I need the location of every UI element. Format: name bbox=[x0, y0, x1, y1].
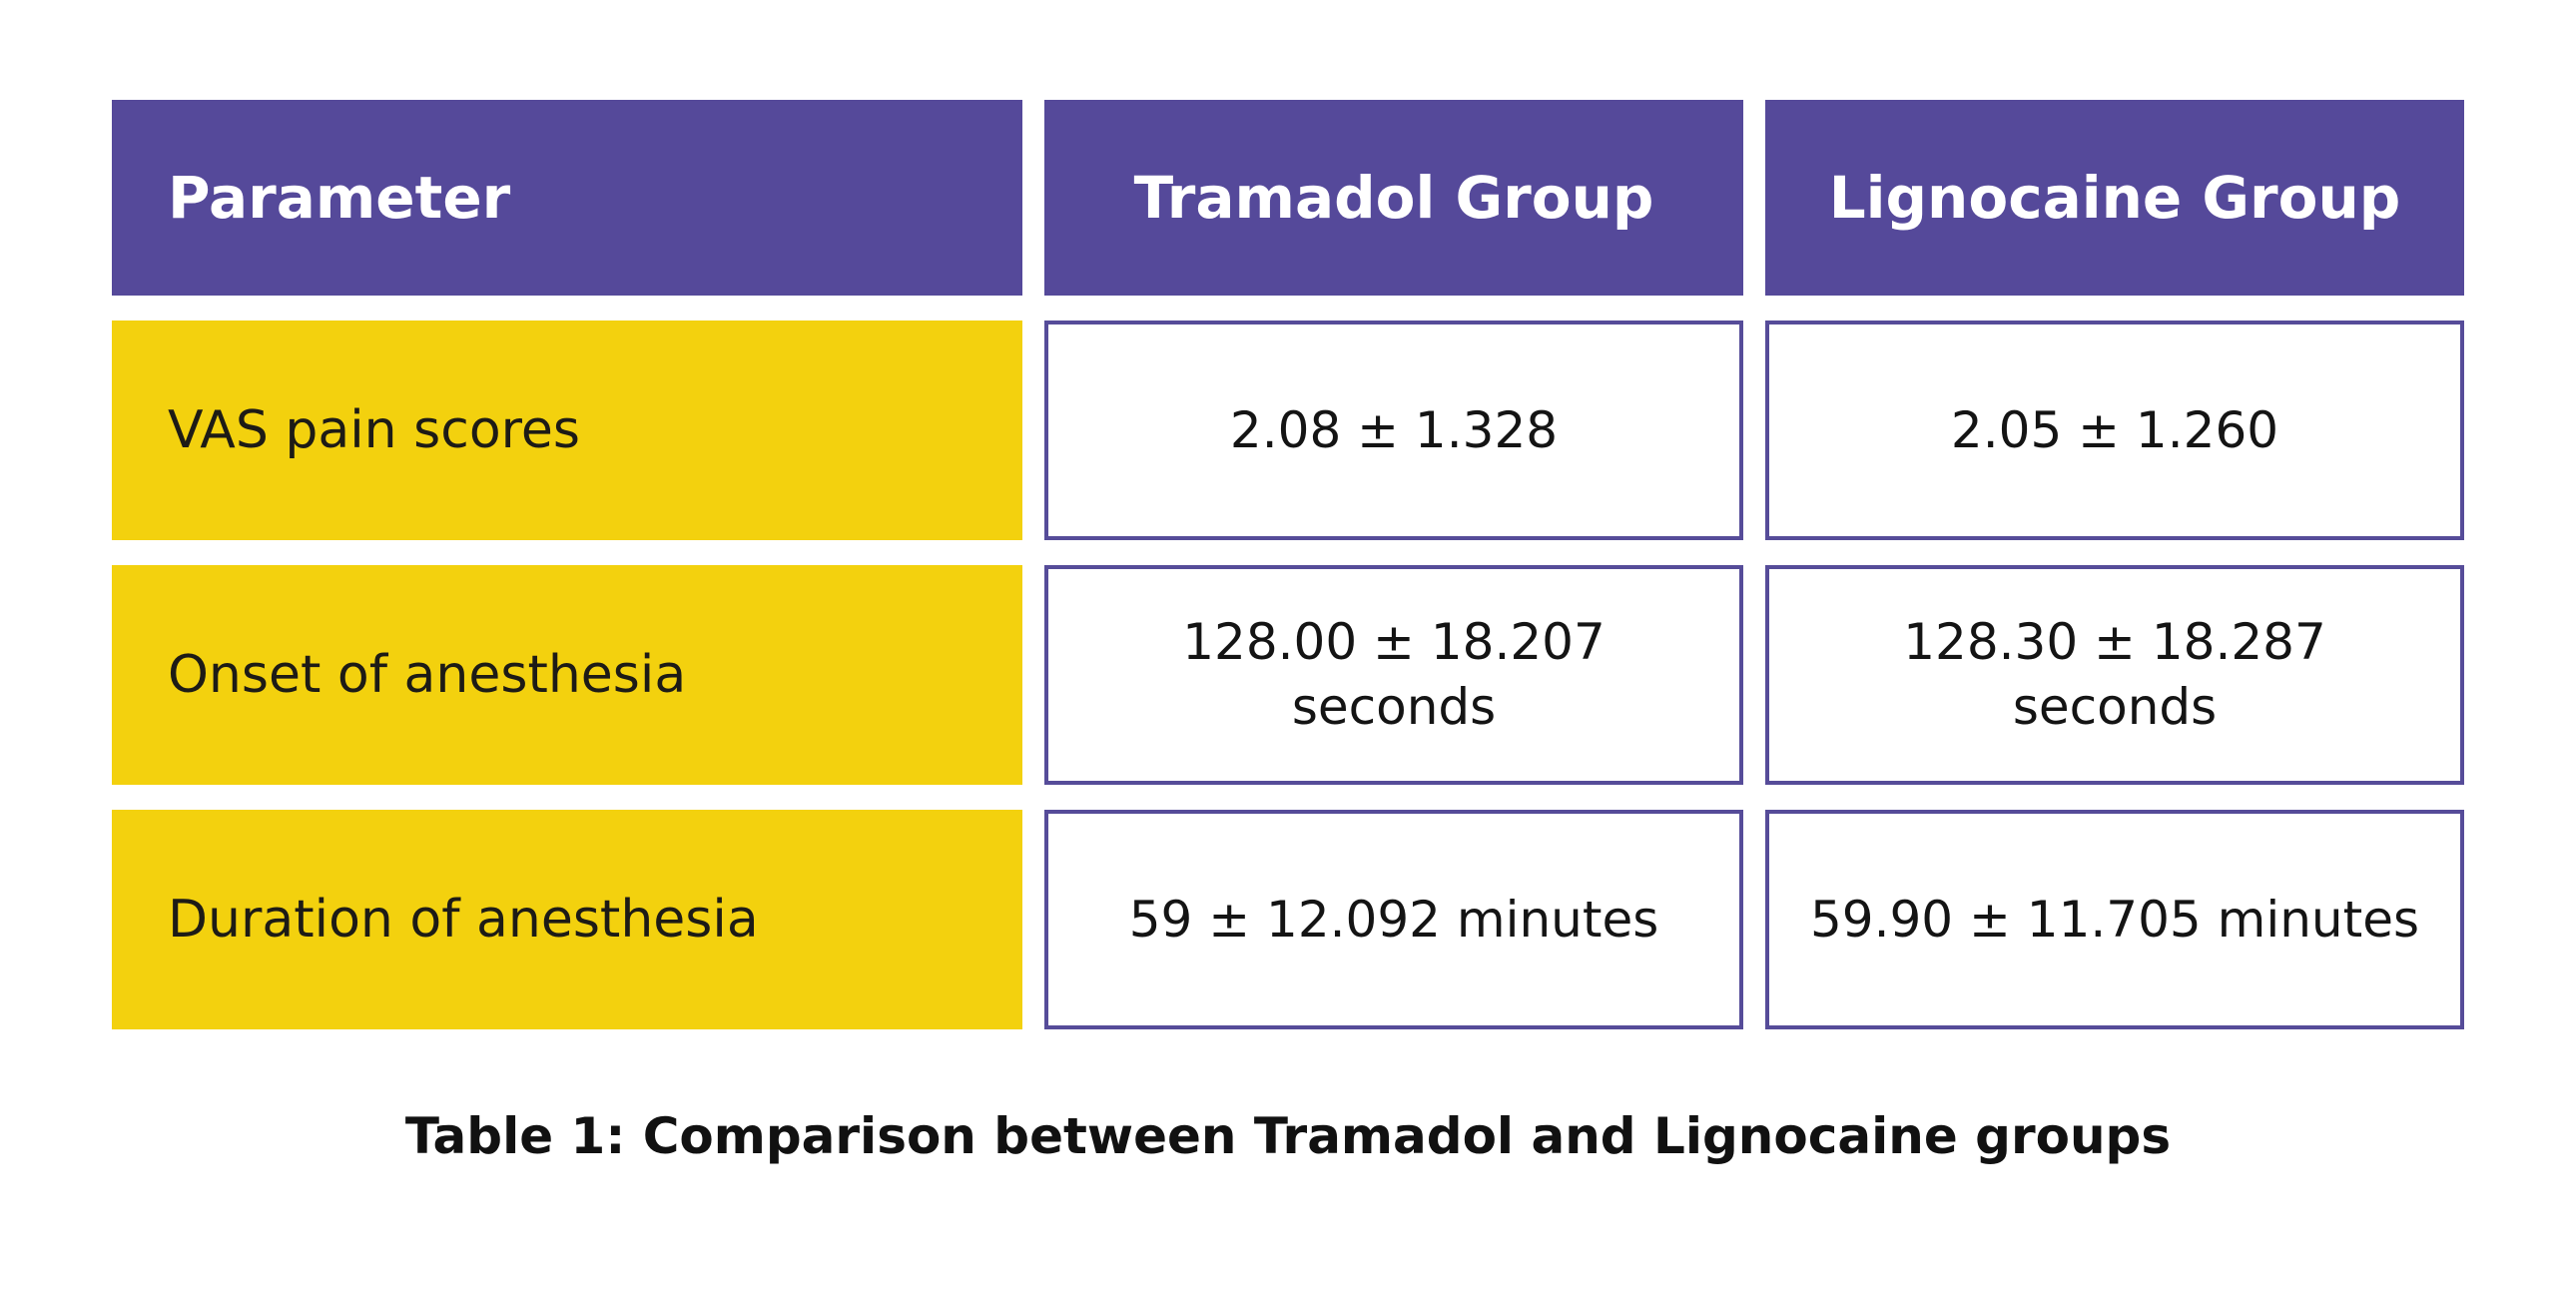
value-text: 2.08 ± 1.328 bbox=[1229, 400, 1559, 459]
param-cell-duration-of-anesthesia: Duration of anesthesia bbox=[112, 810, 1022, 1029]
comparison-table: Parameter Tramadol Group Lignocaine Grou… bbox=[112, 100, 2464, 1165]
value-text: 59 ± 12.092 minutes bbox=[1128, 890, 1659, 949]
header-label-parameter: Parameter bbox=[168, 164, 511, 232]
header-label-tramadol: Tramadol Group bbox=[1133, 164, 1654, 232]
header-label-lignocaine: Lignocaine Group bbox=[1828, 164, 2401, 232]
header-cell-parameter: Parameter bbox=[112, 100, 1022, 296]
header-cell-lignocaine: Lignocaine Group bbox=[1765, 100, 2464, 296]
value-text: 128.30 ± 18.287 seconds bbox=[1903, 613, 2326, 736]
param-cell-vas-pain-scores: VAS pain scores bbox=[112, 321, 1022, 540]
value-cell-onset-tramadol: 128.00 ± 18.207 seconds bbox=[1044, 565, 1743, 785]
table-grid: Parameter Tramadol Group Lignocaine Grou… bbox=[112, 100, 2464, 1029]
header-cell-tramadol: Tramadol Group bbox=[1044, 100, 1743, 296]
value-text: 128.00 ± 18.207 seconds bbox=[1182, 613, 1606, 736]
value-cell-duration-lignocaine: 59.90 ± 11.705 minutes bbox=[1765, 810, 2464, 1029]
value-cell-onset-lignocaine: 128.30 ± 18.287 seconds bbox=[1765, 565, 2464, 785]
value-text: 2.05 ± 1.260 bbox=[1950, 400, 2279, 459]
value-cell-duration-tramadol: 59 ± 12.092 minutes bbox=[1044, 810, 1743, 1029]
param-cell-onset-of-anesthesia: Onset of anesthesia bbox=[112, 565, 1022, 785]
value-text: 59.90 ± 11.705 minutes bbox=[1809, 890, 2420, 949]
param-label: Duration of anesthesia bbox=[168, 890, 759, 950]
value-cell-vas-tramadol: 2.08 ± 1.328 bbox=[1044, 321, 1743, 540]
table-caption: Table 1: Comparison between Tramadol and… bbox=[404, 1107, 2172, 1165]
param-label: Onset of anesthesia bbox=[168, 645, 687, 705]
value-cell-vas-lignocaine: 2.05 ± 1.260 bbox=[1765, 321, 2464, 540]
param-label: VAS pain scores bbox=[168, 400, 580, 460]
